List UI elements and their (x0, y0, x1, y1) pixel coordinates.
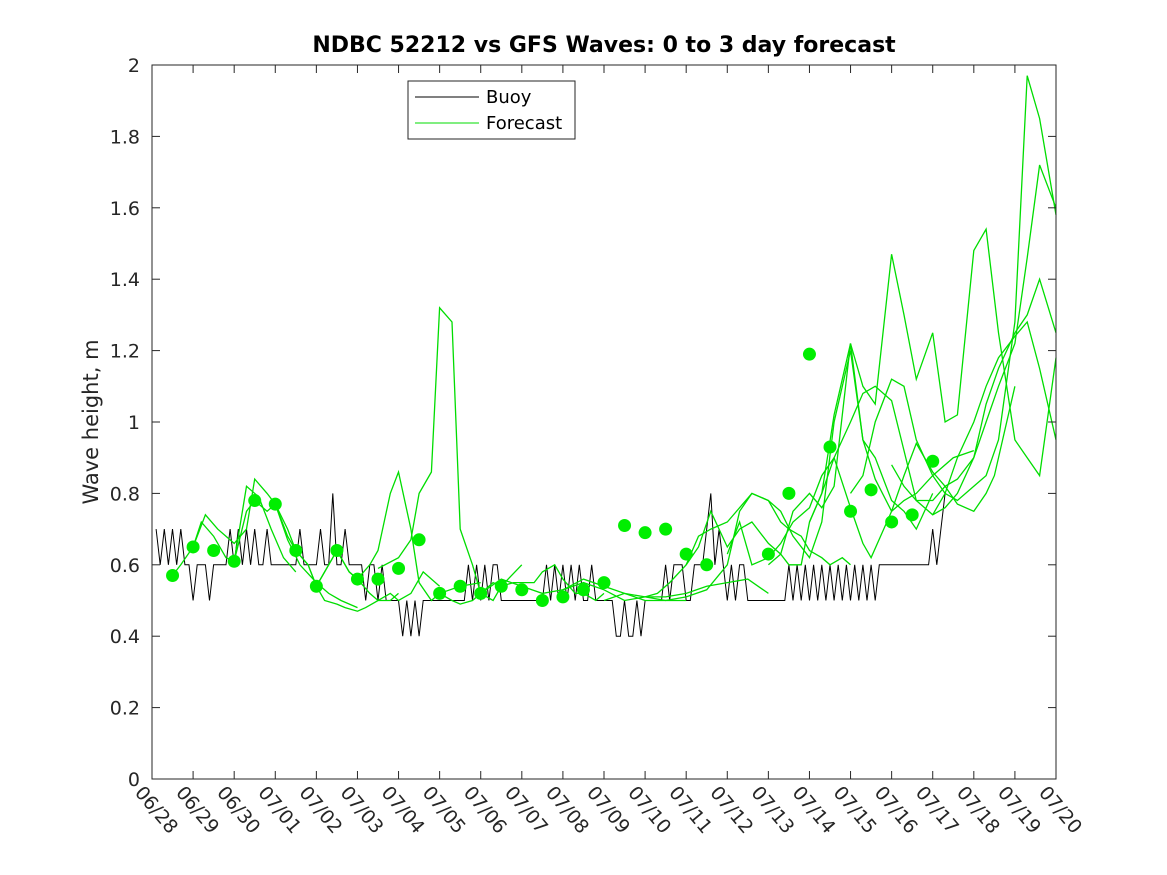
forecast-marker (700, 558, 714, 572)
forecast-marker (227, 554, 241, 568)
legend: Buoy Forecast (407, 80, 576, 140)
series-forecast-run-12 (726, 386, 1016, 566)
y-tick-label: 0.2 (110, 698, 140, 720)
forecast-marker (885, 515, 899, 529)
forecast-marker (350, 572, 364, 586)
series-forecast-run-10 (644, 343, 934, 598)
y-tick-label: 0 (128, 769, 140, 791)
forecast-marker (453, 579, 467, 593)
forecast-marker (248, 494, 262, 508)
forecast-marker (905, 508, 919, 522)
forecast-marker (330, 544, 344, 558)
forecast-marker (556, 590, 570, 604)
series-forecast-run-14 (808, 164, 1057, 523)
forecast-marker (802, 347, 816, 361)
series-forecast-run-13 (767, 227, 1057, 566)
forecast-marker (679, 547, 693, 561)
series-forecast-run-1 (192, 477, 358, 609)
forecast-marker (515, 583, 529, 597)
y-axis-label: Wave height, m (79, 339, 103, 504)
forecast-marker (659, 522, 673, 536)
forecast-marker (474, 586, 488, 600)
forecast-marker (392, 561, 406, 575)
series-forecast-run-7 (480, 578, 687, 602)
forecast-marker (309, 579, 323, 593)
y-tick-label: 2 (128, 55, 140, 77)
forecast-marker (844, 504, 858, 518)
y-tick-label: 0.8 (110, 483, 140, 505)
series-forecast-run-8 (562, 578, 769, 602)
plot-area (155, 75, 1057, 637)
forecast-marker (268, 497, 282, 511)
forecast-marker (494, 579, 508, 593)
series-buoy-line (155, 493, 946, 637)
y-tick-label: 0.6 (110, 555, 140, 577)
forecast-marker (782, 486, 796, 500)
y-tick-label: 1.2 (110, 341, 140, 363)
forecast-marker (618, 519, 632, 533)
legend-buoy-label: Buoy (486, 87, 532, 108)
y-tick-label: 1.4 (110, 269, 140, 291)
forecast-marker (597, 576, 611, 590)
y-tick-label: 1 (128, 412, 140, 434)
forecast-marker (535, 594, 549, 607)
forecast-marker (371, 572, 385, 586)
forecast-marker (289, 544, 303, 558)
legend-box (407, 80, 576, 140)
y-tick-label: 1.8 (110, 126, 140, 148)
forecast-marker (576, 583, 590, 597)
series-forecast-run-16 (891, 277, 1057, 516)
series-forecast-run-5 (377, 306, 523, 602)
forecast-marker (761, 547, 775, 561)
forecast-marker (823, 440, 837, 454)
forecast-marker (864, 483, 878, 497)
forecast-marker (166, 569, 180, 583)
y-tick-label: 1.6 (110, 198, 140, 220)
forecast-marker (926, 454, 940, 468)
series-forecast-run-6 (439, 563, 605, 605)
legend-forecast-label: Forecast (486, 113, 562, 134)
chart-title: NDBC 52212 vs GFS Waves: 0 to 3 day fore… (312, 33, 896, 58)
forecast-marker (433, 586, 447, 600)
series-forecast-run-15 (849, 75, 1057, 502)
forecast-marker (412, 533, 426, 547)
forecast-marker (638, 526, 652, 540)
forecast-marker (186, 540, 200, 554)
forecast-marker (207, 544, 221, 558)
series-forecast-run-17 (932, 320, 1057, 516)
y-tick-label: 0.4 (110, 626, 140, 648)
